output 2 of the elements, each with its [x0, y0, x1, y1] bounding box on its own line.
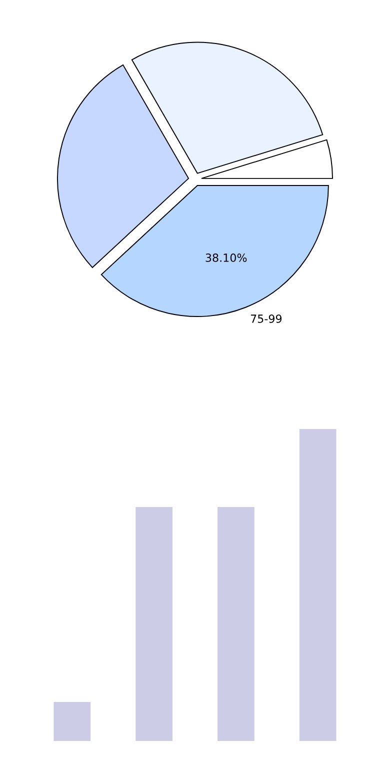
slice-label: 75-99: [250, 314, 282, 323]
data-label: 38.10%: [206, 254, 247, 262]
